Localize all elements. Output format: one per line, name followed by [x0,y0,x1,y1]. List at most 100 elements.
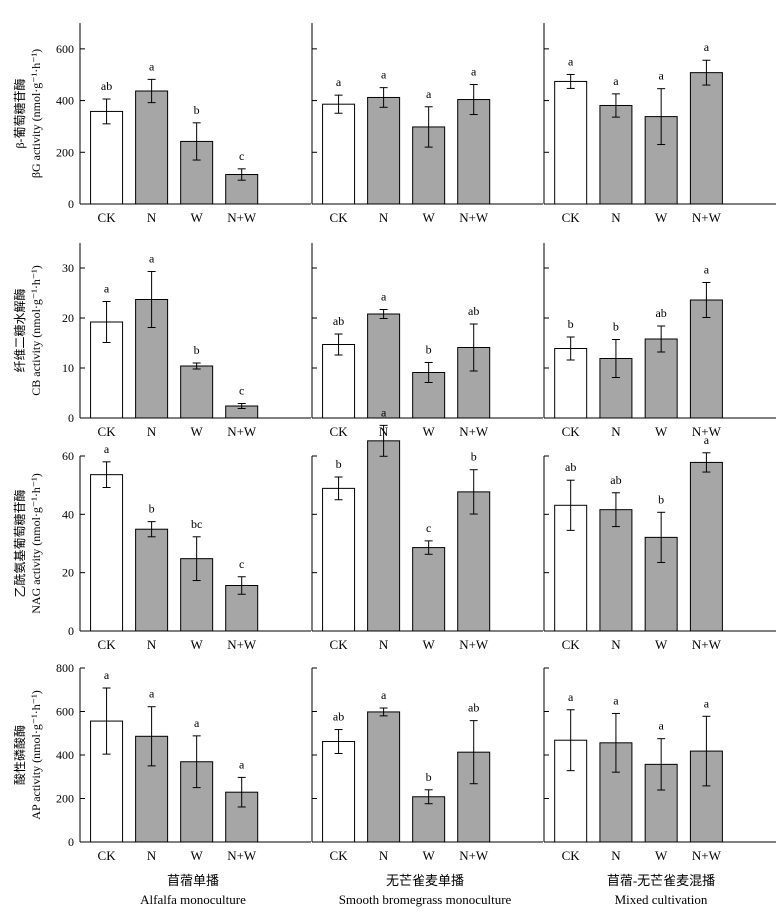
column-labels: 苜蓿单播 Alfalfa monoculture 无芒雀麦单播 Smooth b… [140,873,715,907]
significance-letter: b [613,320,619,334]
x-tick-label: N+W [227,637,257,652]
bar-W [180,365,214,419]
significance-letter: ab [468,304,479,318]
significance-letter: a [613,74,619,88]
y-tick-label: 800 [56,661,74,675]
panel-row-2-col-1: b CK a Nc Wb N+W [311,405,543,652]
x-tick-label: N [147,424,157,439]
significance-letter: a [104,282,110,296]
significance-letter: a [104,442,110,456]
x-tick-label: CK [562,210,581,225]
y-tick-label: 40 [62,507,74,521]
column-label-zh-2: 苜蓿-无芒雀麦混播 [607,873,715,888]
y-tick-label: 30 [62,261,74,275]
column-label-zh-1: 无芒雀麦单播 [386,873,464,888]
y-tick-label: 10 [62,361,74,375]
bar-N [367,711,401,843]
y-label-zh-row-0: β-葡萄糖苷酶 [12,78,27,148]
x-tick-label: W [423,848,436,863]
y-tick-label: 0 [68,197,74,211]
significance-letter: a [704,696,710,710]
significance-letter: b [471,450,477,464]
x-tick-label: N [147,848,157,863]
bar-W [412,547,446,632]
significance-letter: b [426,343,432,357]
significance-letter: ab [565,460,576,474]
significance-letter: a [658,719,664,733]
x-tick-label: W [655,848,668,863]
x-tick-label: N+W [459,637,489,652]
x-tick-label: N [379,848,389,863]
x-tick-label: W [655,424,668,439]
significance-letter: a [381,290,387,304]
y-tick-label: 600 [56,42,74,56]
significance-letter: a [471,65,477,79]
x-tick-label: N+W [227,424,257,439]
significance-letter: ab [610,473,621,487]
bar-CK [90,474,124,632]
significance-letter: b [194,103,200,117]
y-tick-label: 0 [68,624,74,638]
significance-letter: a [426,87,432,101]
x-tick-label: N+W [459,848,489,863]
x-tick-label: W [655,210,668,225]
y-tick-label: 0 [68,411,74,425]
x-tick-label: CK [98,637,117,652]
panel-grid: 0200400600abCKaNbWcN+WaCKaNaWaN+WaCKaNaW… [56,23,776,863]
x-tick-label: W [423,210,436,225]
y-tick-label: 600 [56,705,74,719]
x-tick-label: W [191,848,204,863]
bar-N [367,440,401,632]
panel-row-3-col-0: 0 200 400 600 800 a CK a Na Wa N+W [56,661,311,863]
bar-N+W [689,72,723,205]
x-tick-label: N [611,848,621,863]
significance-letter: c [239,149,244,163]
x-tick-label: CK [330,848,349,863]
y-tick-label: 0 [68,835,74,849]
bar-CK [554,80,588,205]
x-tick-label: N [147,210,157,225]
significance-letter: a [381,688,387,702]
significance-letter: a [336,75,342,89]
x-tick-label: CK [562,424,581,439]
x-tick-label: N [611,210,621,225]
panel-row-1-col-2: b CK b Nab Wa N+W [543,243,776,439]
column-label-en-0: Alfalfa monoculture [140,892,246,907]
significance-letter: a [239,757,245,771]
x-tick-label: W [191,210,204,225]
x-tick-label: N+W [459,210,489,225]
y-label-en-row-3: AP activity (nmol·g⁻¹·h⁻¹) [29,690,43,819]
x-tick-label: W [191,637,204,652]
significance-letter: bc [191,517,202,531]
significance-letter: a [613,693,619,707]
panel-row-1-col-0: 0 10 20 30 a CK a Nb Wc N+W [62,243,311,439]
y-label-zh-row-2: 乙酰氨基葡萄糖苷酶 [12,489,27,597]
y-tick-label: 20 [62,566,74,580]
significance-letter: a [381,405,387,419]
x-tick-label: N [379,210,389,225]
significance-letter: a [149,59,155,73]
x-tick-label: CK [98,210,117,225]
bar-N [135,528,169,632]
significance-letter: ab [333,710,344,724]
panel-row-3-col-1: ab CK a Nb Wab N+W [311,667,543,863]
significance-letter: a [381,68,387,82]
bar-N [599,104,633,205]
significance-letter: b [149,502,155,516]
significance-letter: a [704,263,710,277]
y-tick-label: 400 [56,748,74,762]
bar-W [412,796,446,843]
column-label-en-2: Mixed cultivation [615,892,708,907]
panel-row-0-col-1: a CK a Na Wa N+W [311,23,543,225]
x-tick-label: CK [98,848,117,863]
column-label-zh-0: 苜蓿单播 [167,873,219,888]
significance-letter: c [239,557,244,571]
bar-CK [322,487,356,632]
x-tick-label: N [611,637,621,652]
significance-letter: ab [101,79,112,93]
bar-CK [90,110,124,205]
panel-row-2-col-0: 0 20 40 60 a CK b Nbc Wc N+W [62,442,311,652]
significance-letter: c [426,521,431,535]
